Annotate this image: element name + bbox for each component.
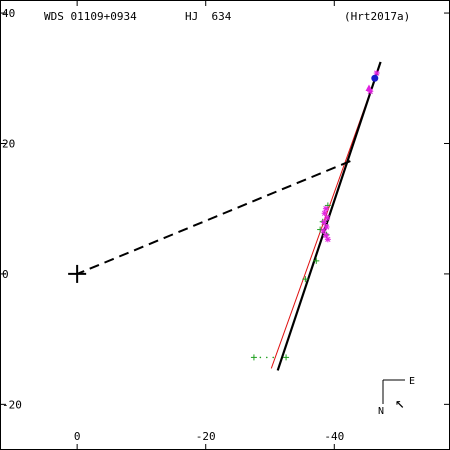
header-wds: WDS 01109+0934 xyxy=(44,10,137,23)
y-tick-label: 40 xyxy=(2,7,15,20)
asterisk-point xyxy=(324,214,331,221)
circle-point xyxy=(371,74,379,82)
plus-point xyxy=(313,257,320,264)
x-tick-label: 0 xyxy=(74,430,81,443)
observation-points xyxy=(250,70,380,361)
orbit-lines xyxy=(76,61,382,371)
asterisk-point xyxy=(322,205,329,212)
compass-motion-arrow: ↖ xyxy=(395,393,405,412)
header-ref: (Hrt2017a) xyxy=(344,10,410,23)
y-tick-label: 0 xyxy=(2,268,9,281)
asterisk-point xyxy=(321,219,327,226)
plus-point xyxy=(302,276,309,283)
periastron-line xyxy=(76,160,351,275)
asterisk-point xyxy=(373,70,380,77)
asterisk-point xyxy=(321,210,328,217)
residual-dot xyxy=(259,356,262,359)
residual-dot xyxy=(265,356,268,359)
compass-north-label: N xyxy=(378,406,384,417)
asterisk-point xyxy=(324,236,331,243)
primary-star-marker xyxy=(68,264,87,283)
compass-east-label: E xyxy=(409,376,415,387)
header-name: HJ 634 xyxy=(185,10,232,23)
compass-rose: E N ↖ xyxy=(378,376,415,417)
y-tick-label: -20 xyxy=(2,398,22,411)
asterisk-point xyxy=(320,227,327,234)
residual-dot xyxy=(272,356,275,359)
x-tick-label: -20 xyxy=(196,430,216,443)
plus-point xyxy=(283,354,290,361)
plus-point xyxy=(250,354,257,361)
y-tick-label: 20 xyxy=(2,137,15,150)
x-tick-label: -40 xyxy=(324,430,344,443)
triangle-point xyxy=(365,84,373,92)
